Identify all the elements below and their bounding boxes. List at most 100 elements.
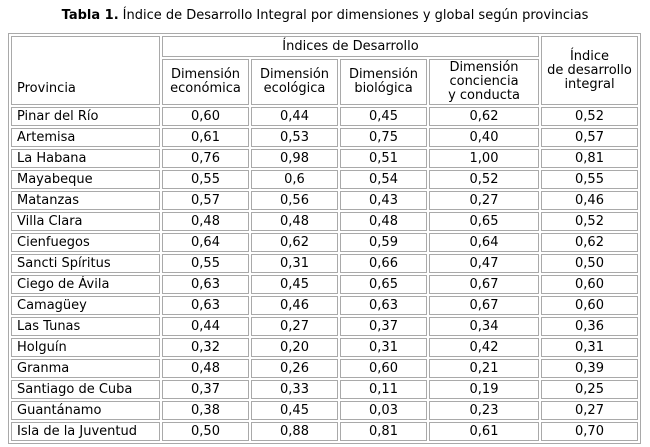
table-row: Mayabeque 0,55 0,6 0,54 0,52 0,55 (11, 170, 638, 189)
value-cell: 0,57 (541, 128, 638, 147)
value-cell: 0,55 (162, 254, 249, 273)
table-row: Las Tunas 0,44 0,27 0,37 0,34 0,36 (11, 317, 638, 336)
table-row: Villa Clara 0,48 0,48 0,48 0,65 0,52 (11, 212, 638, 231)
table-row: Cienfuegos 0,64 0,62 0,59 0,64 0,62 (11, 233, 638, 252)
value-cell: 0,62 (541, 233, 638, 252)
value-cell: 0,61 (162, 128, 249, 147)
province-cell: Villa Clara (11, 212, 160, 231)
value-cell: 0,65 (340, 275, 427, 294)
value-cell: 0,33 (251, 380, 338, 399)
value-cell: 0,52 (541, 107, 638, 126)
value-cell: 0,23 (429, 401, 539, 420)
value-cell: 0,37 (162, 380, 249, 399)
province-cell: Sancti Spíritus (11, 254, 160, 273)
province-cell: Camagüey (11, 296, 160, 315)
value-cell: 0,42 (429, 338, 539, 357)
province-cell: Granma (11, 359, 160, 378)
value-cell: 0,66 (340, 254, 427, 273)
table-title-text: Índice de Desarrollo Integral por dimens… (122, 8, 589, 23)
value-cell: 0,64 (162, 233, 249, 252)
value-cell: 0,20 (251, 338, 338, 357)
value-cell: 0,32 (162, 338, 249, 357)
column-header-dimension-conciencia: Dimensión conciencia y conducta (429, 59, 539, 105)
value-cell: 0,67 (429, 296, 539, 315)
value-cell: 0,55 (162, 170, 249, 189)
province-cell: Holguín (11, 338, 160, 357)
value-cell: 0,63 (162, 275, 249, 294)
value-cell: 0,46 (251, 296, 338, 315)
column-header-provincia: Provincia (11, 36, 160, 105)
value-cell: 0,25 (541, 380, 638, 399)
header-row-group: Provincia Índices de Desarrollo Índice d… (11, 36, 638, 105)
value-cell: 0,57 (162, 191, 249, 210)
value-cell: 0,48 (340, 212, 427, 231)
value-cell: 0,21 (429, 359, 539, 378)
table-row: Sancti Spíritus 0,55 0,31 0,66 0,47 0,50 (11, 254, 638, 273)
value-cell: 0,98 (251, 149, 338, 168)
value-cell: 0,67 (429, 275, 539, 294)
value-cell: 0,03 (340, 401, 427, 420)
column-group-header-indices: Índices de Desarrollo (162, 36, 539, 57)
value-cell: 0,61 (429, 422, 539, 441)
value-cell: 0,47 (429, 254, 539, 273)
value-cell: 0,53 (251, 128, 338, 147)
value-cell: 0,64 (429, 233, 539, 252)
value-cell: 0,52 (429, 170, 539, 189)
table-title-label: Tabla 1. (61, 8, 119, 23)
value-cell: 0,54 (340, 170, 427, 189)
value-cell: 0,11 (340, 380, 427, 399)
value-cell: 0,37 (340, 317, 427, 336)
province-cell: Santiago de Cuba (11, 380, 160, 399)
value-cell: 0,19 (429, 380, 539, 399)
value-cell: 0,39 (541, 359, 638, 378)
column-header-dimension-economica: Dimensión económica (162, 59, 249, 105)
value-cell: 0,51 (340, 149, 427, 168)
table-row: Isla de la Juventud 0,50 0,88 0,81 0,61 … (11, 422, 638, 441)
table-row: La Habana 0,76 0,98 0,51 1,00 0,81 (11, 149, 638, 168)
value-cell: 0,81 (541, 149, 638, 168)
value-cell: 0,27 (541, 401, 638, 420)
value-cell: 0,50 (541, 254, 638, 273)
table-row: Pinar del Río 0,60 0,44 0,45 0,62 0,52 (11, 107, 638, 126)
value-cell: 0,45 (340, 107, 427, 126)
value-cell: 0,59 (340, 233, 427, 252)
value-cell: 0,27 (429, 191, 539, 210)
value-cell: 0,76 (162, 149, 249, 168)
province-cell: Las Tunas (11, 317, 160, 336)
value-cell: 0,56 (251, 191, 338, 210)
value-cell: 0,75 (340, 128, 427, 147)
province-cell: Artemisa (11, 128, 160, 147)
value-cell: 0,34 (429, 317, 539, 336)
province-cell: Mayabeque (11, 170, 160, 189)
province-cell: La Habana (11, 149, 160, 168)
value-cell: 0,38 (162, 401, 249, 420)
value-cell: 0,52 (541, 212, 638, 231)
table-row: Ciego de Ávila 0,63 0,45 0,65 0,67 0,60 (11, 275, 638, 294)
province-cell: Isla de la Juventud (11, 422, 160, 441)
value-cell: 0,62 (251, 233, 338, 252)
value-cell: 0,31 (251, 254, 338, 273)
value-cell: 0,50 (162, 422, 249, 441)
value-cell: 0,44 (251, 107, 338, 126)
value-cell: 0,46 (541, 191, 638, 210)
value-cell: 0,45 (251, 275, 338, 294)
value-cell: 0,55 (541, 170, 638, 189)
province-cell: Guantánamo (11, 401, 160, 420)
table-row: Granma 0,48 0,26 0,60 0,21 0,39 (11, 359, 638, 378)
table-row: Guantánamo 0,38 0,45 0,03 0,23 0,27 (11, 401, 638, 420)
value-cell: 0,88 (251, 422, 338, 441)
value-cell: 0,31 (541, 338, 638, 357)
table-row: Santiago de Cuba 0,37 0,33 0,11 0,19 0,2… (11, 380, 638, 399)
value-cell: 0,45 (251, 401, 338, 420)
value-cell: 0,63 (340, 296, 427, 315)
value-cell: 0,27 (251, 317, 338, 336)
value-cell: 0,43 (340, 191, 427, 210)
value-cell: 0,60 (162, 107, 249, 126)
value-cell: 0,48 (162, 359, 249, 378)
value-cell: 0,44 (162, 317, 249, 336)
table-row: Holguín 0,32 0,20 0,31 0,42 0,31 (11, 338, 638, 357)
value-cell: 0,70 (541, 422, 638, 441)
value-cell: 0,65 (429, 212, 539, 231)
value-cell: 0,36 (541, 317, 638, 336)
